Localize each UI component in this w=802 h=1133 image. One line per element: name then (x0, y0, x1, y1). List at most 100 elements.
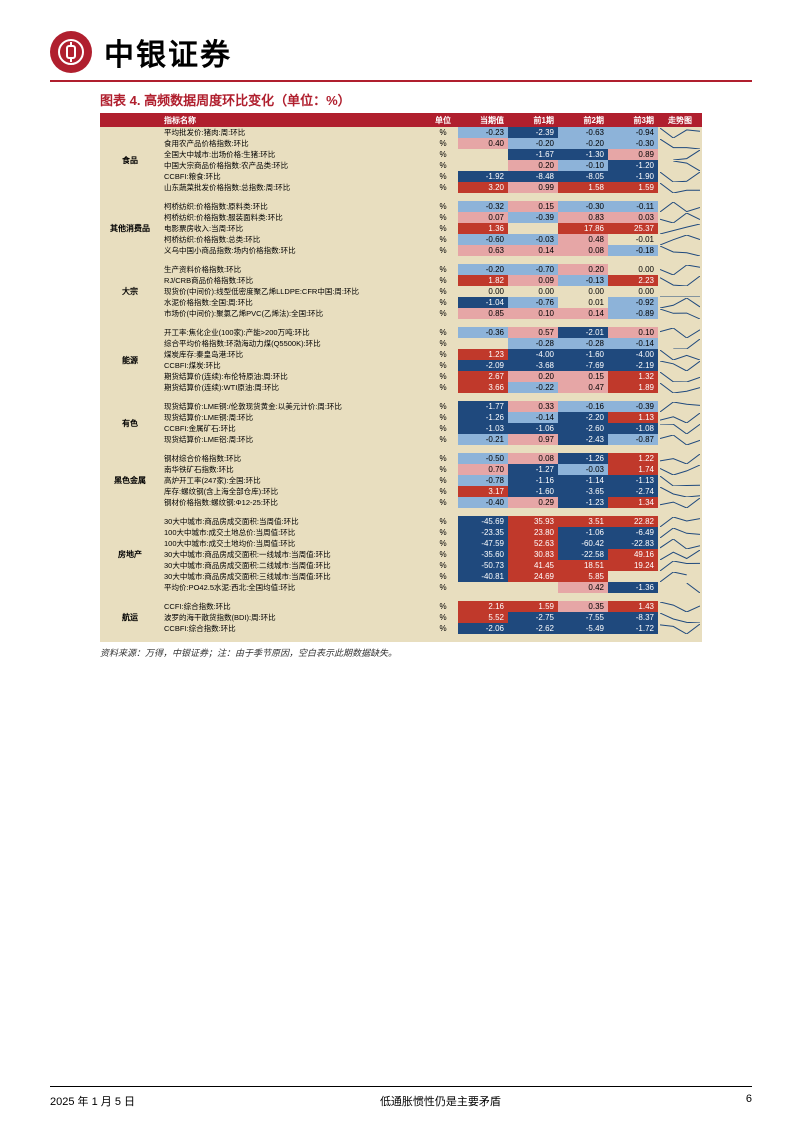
table-row: 食用农产品价格指数:环比%0.40-0.20-0.20-0.30 (160, 138, 702, 149)
value-cell: 0.01 (558, 297, 608, 308)
unit-cell: % (428, 235, 458, 244)
unit-cell: % (428, 287, 458, 296)
sparkline-cell (658, 235, 702, 245)
value-cell: 1.23 (458, 349, 508, 360)
value-cell: -2.43 (558, 434, 608, 445)
unit-cell: % (428, 328, 458, 337)
indicator-name: 市场价(中间价):聚氯乙烯PVC(乙烯法):全国:环比 (160, 308, 428, 319)
value-cell: 52.63 (508, 538, 558, 549)
value-cell: -0.92 (608, 297, 658, 308)
value-cell: -1.14 (558, 475, 608, 486)
unit-cell: % (428, 276, 458, 285)
value-cell: -1.90 (608, 171, 658, 182)
sparkline-cell (658, 550, 702, 560)
value-cell: 49.16 (608, 549, 658, 560)
value-cell: -7.55 (558, 612, 608, 623)
sparkline-cell (658, 498, 702, 508)
table-row: 义乌中国小商品指数:场内价格指数:环比%0.630.140.08-0.18 (160, 245, 702, 256)
sparkline-cell (658, 350, 702, 360)
value-cell: -0.70 (508, 264, 558, 275)
value-cell: 1.22 (608, 453, 658, 464)
value-cell: -4.00 (608, 349, 658, 360)
group-label: 能源 (100, 327, 160, 393)
unit-cell: % (428, 202, 458, 211)
value-cell: 0.33 (508, 401, 558, 412)
table-row: 30大中城市:商品房成交面积:当周值:环比%-45.6935.933.5122.… (160, 516, 702, 527)
col-prev2: 前2期 (558, 115, 608, 126)
value-cell: -1.20 (608, 160, 658, 171)
sparkline-cell (658, 528, 702, 538)
sparkline-cell (658, 435, 702, 445)
value-cell: 41.45 (508, 560, 558, 571)
sparkline-cell (658, 213, 702, 223)
table-row: 现货结算价:LME铜:/伦敦现货黄金:以美元计价:周:环比%-1.770.33-… (160, 401, 702, 412)
table-row: 平均价:PO42.5水泥:西北:全国均值:环比%0.42-1.36 (160, 582, 702, 593)
sparkline-cell (658, 572, 702, 582)
value-cell: -1.36 (608, 582, 658, 593)
unit-cell: % (428, 424, 458, 433)
value-cell: 0.00 (608, 264, 658, 275)
value-cell: -2.09 (458, 360, 508, 371)
sparkline-cell (658, 402, 702, 412)
unit-cell: % (428, 224, 458, 233)
value-cell: 0.00 (458, 286, 508, 297)
sparkline-cell (658, 454, 702, 464)
table-row: 库存:螺纹钢(含上海全部仓库):环比%3.17-1.60-3.65-2.74 (160, 486, 702, 497)
brand-name: 中银证券 (104, 30, 232, 74)
sparkline-cell (658, 202, 702, 212)
value-cell: 18.51 (558, 560, 608, 571)
indicator-name: 现货结算价:LME铜:周:环比 (160, 412, 428, 423)
value-cell: -0.21 (458, 434, 508, 445)
indicator-name: CCBFI:金属矿石:环比 (160, 423, 428, 434)
table-row: 开工率:焦化企业(100家):产能>200万吨:环比%-0.360.57-2.0… (160, 327, 702, 338)
value-cell: -8.48 (508, 171, 558, 182)
value-cell: -1.60 (508, 486, 558, 497)
value-cell: 0.40 (458, 138, 508, 149)
value-cell: -1.08 (608, 423, 658, 434)
unit-cell: % (428, 583, 458, 592)
indicator-name: 30大中城市:商品房成交面积:一线城市:当周值:环比 (160, 549, 428, 560)
value-cell: 19.24 (608, 560, 658, 571)
value-cell: 0.85 (458, 308, 508, 319)
unit-cell: % (428, 476, 458, 485)
table-row: 柯桥纺织:价格指数:原料类:环比%-0.320.15-0.30-0.11 (160, 201, 702, 212)
indicator-name: 电影票房收入:当周:环比 (160, 223, 428, 234)
value-cell: -8.05 (558, 171, 608, 182)
value-cell: -2.01 (558, 327, 608, 338)
unit-cell: % (428, 213, 458, 222)
value-cell: -23.35 (458, 527, 508, 538)
value-cell: 0.97 (508, 434, 558, 445)
table-row: 柯桥纺织:价格指数:服装面料类:环比%0.07-0.390.830.03 (160, 212, 702, 223)
value-cell: 5.85 (558, 571, 608, 582)
value-cell: -0.50 (458, 453, 508, 464)
sparkline-cell (658, 246, 702, 256)
group-label: 有色 (100, 401, 160, 445)
table-row: 钢材综合价格指数:环比%-0.500.08-1.261.22 (160, 453, 702, 464)
unit-cell: % (428, 361, 458, 370)
group-label: 大宗 (100, 264, 160, 319)
sparkline-cell (658, 287, 702, 297)
value-cell: -1.06 (508, 423, 558, 434)
table-row: 电影票房收入:当周:环比%1.3617.8625.37 (160, 223, 702, 234)
value-cell: -1.30 (558, 149, 608, 160)
table-row: CCBFI:综合指数:环比%-2.06-2.62-5.49-1.72 (160, 623, 702, 634)
value-cell: 0.57 (508, 327, 558, 338)
value-cell: 0.70 (458, 464, 508, 475)
table-header-row: 指标名称 单位 当期值 前1期 前2期 前3期 走势图 (100, 113, 702, 127)
value-cell: 1.74 (608, 464, 658, 475)
indicator-name: 波罗的海干散货指数(BDI):周:环比 (160, 612, 428, 623)
value-cell: -0.03 (558, 464, 608, 475)
table-row: 30大中城市:商品房成交面积:一线城市:当周值:环比%-35.6030.83-2… (160, 549, 702, 560)
table-row: 综合平均价格指数:环渤海动力煤(Q5500K):环比%-0.28-0.28-0.… (160, 338, 702, 349)
value-cell: -0.20 (558, 138, 608, 149)
value-cell: -0.60 (458, 234, 508, 245)
sparkline-cell (658, 128, 702, 138)
value-cell: -2.75 (508, 612, 558, 623)
value-cell: -0.28 (558, 338, 608, 349)
value-cell: -60.42 (558, 538, 608, 549)
table-row: 水泥价格指数:全国:周:环比%-1.04-0.760.01-0.92 (160, 297, 702, 308)
value-cell: -0.78 (458, 475, 508, 486)
indicator-name: CCBFI:综合指数:环比 (160, 623, 428, 634)
value-cell: -0.20 (458, 264, 508, 275)
value-cell: -47.59 (458, 538, 508, 549)
